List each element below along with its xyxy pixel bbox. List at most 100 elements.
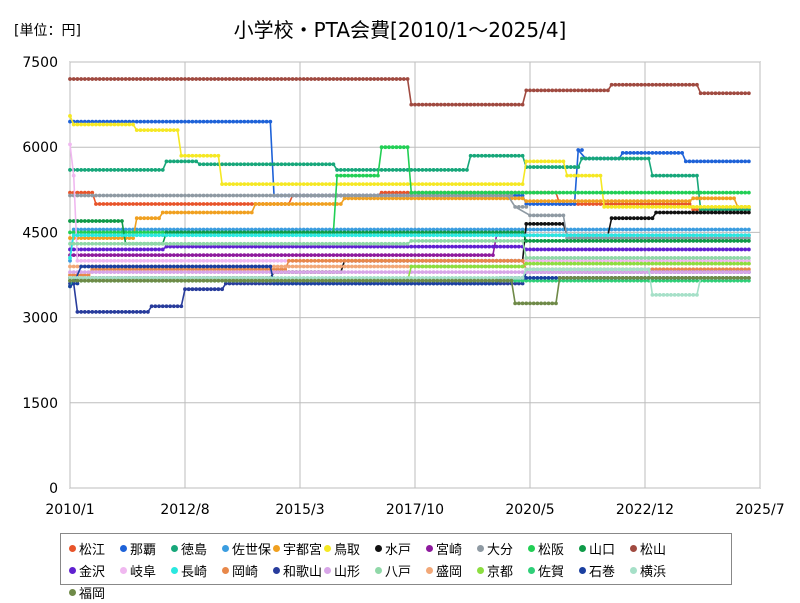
- data-point: [301, 182, 306, 187]
- data-point: [405, 193, 410, 198]
- data-point: [398, 278, 403, 283]
- data-point: [390, 278, 395, 283]
- data-point: [609, 82, 614, 87]
- data-point: [617, 227, 621, 232]
- data-point: [342, 278, 347, 283]
- data-point: [702, 270, 707, 275]
- data-point: [468, 258, 473, 263]
- data-point: [305, 202, 310, 206]
- data-point: [542, 247, 547, 252]
- data-point: [643, 275, 647, 280]
- data-point: [131, 275, 135, 280]
- data-point: [594, 173, 599, 178]
- data-point: [646, 199, 651, 204]
- data-point: [294, 162, 299, 167]
- data-point: [127, 168, 132, 172]
- data-point: [491, 102, 495, 107]
- data-point: [279, 193, 284, 198]
- data-point: [698, 227, 703, 232]
- data-point: [160, 119, 165, 124]
- data-point: [223, 233, 228, 238]
- data-point: [598, 236, 603, 240]
- data-point: [509, 264, 514, 269]
- data-point: [461, 281, 466, 286]
- data-point: [153, 258, 158, 263]
- data-point: [565, 239, 569, 243]
- data-point: [465, 278, 469, 283]
- data-point: [350, 241, 354, 246]
- data-point: [401, 233, 406, 238]
- data-point: [505, 190, 510, 195]
- data-point: [580, 270, 584, 275]
- data-point: [735, 239, 740, 243]
- data-point: [101, 193, 106, 198]
- data-point: [650, 227, 655, 232]
- data-point: [439, 182, 443, 187]
- data-point: [554, 258, 558, 263]
- data-point: [709, 159, 714, 164]
- data-point: [249, 210, 254, 215]
- data-point: [242, 278, 247, 283]
- data-point: [631, 239, 636, 243]
- data-point: [628, 216, 633, 221]
- data-point: [246, 258, 250, 263]
- data-point: [149, 233, 154, 238]
- data-point: [479, 244, 484, 249]
- data-point: [416, 193, 421, 198]
- data-point: [724, 239, 729, 243]
- data-point: [687, 233, 692, 238]
- data-point: [223, 182, 228, 187]
- data-point: [420, 190, 425, 195]
- data-point: [361, 278, 365, 283]
- data-point: [554, 159, 558, 164]
- data-point: [368, 270, 373, 275]
- data-point: [309, 202, 314, 206]
- data-point: [279, 233, 284, 238]
- data-point: [439, 193, 443, 198]
- data-point: [171, 270, 176, 275]
- data-point: [594, 267, 599, 272]
- data-point: [279, 77, 284, 81]
- data-point: [531, 261, 536, 266]
- data-point: [405, 281, 410, 286]
- data-point: [257, 278, 262, 283]
- data-point: [431, 193, 436, 198]
- data-point: [620, 275, 625, 280]
- data-point: [479, 275, 484, 280]
- data-point: [657, 292, 662, 297]
- data-point: [120, 275, 124, 280]
- data-point: [220, 227, 225, 232]
- data-point: [535, 278, 540, 283]
- data-point: [724, 207, 729, 212]
- data-point: [142, 253, 147, 258]
- data-point: [320, 162, 325, 167]
- data-point: [583, 190, 588, 195]
- data-point: [535, 221, 540, 226]
- data-point: [327, 258, 332, 263]
- data-point: [498, 281, 503, 286]
- data-point: [301, 264, 306, 269]
- data-point: [335, 270, 339, 275]
- data-point: [379, 77, 384, 81]
- data-point: [513, 227, 518, 232]
- data-point: [194, 275, 199, 280]
- legend-item: 鳥取: [324, 537, 375, 559]
- data-point: [301, 278, 306, 283]
- data-point: [468, 264, 473, 269]
- legend-marker: [426, 566, 433, 574]
- data-point: [479, 182, 484, 187]
- data-point: [372, 258, 377, 263]
- data-point: [669, 190, 673, 195]
- data-point: [275, 253, 280, 258]
- data-point: [591, 88, 595, 93]
- data-point: [335, 258, 339, 263]
- data-point: [657, 236, 662, 240]
- data-point: [149, 119, 154, 124]
- data-point: [657, 227, 662, 232]
- data-point: [379, 193, 384, 198]
- data-point: [743, 227, 748, 232]
- data-point: [175, 202, 180, 206]
- data-point: [520, 102, 525, 107]
- data-point: [312, 230, 317, 235]
- data-point: [71, 122, 76, 127]
